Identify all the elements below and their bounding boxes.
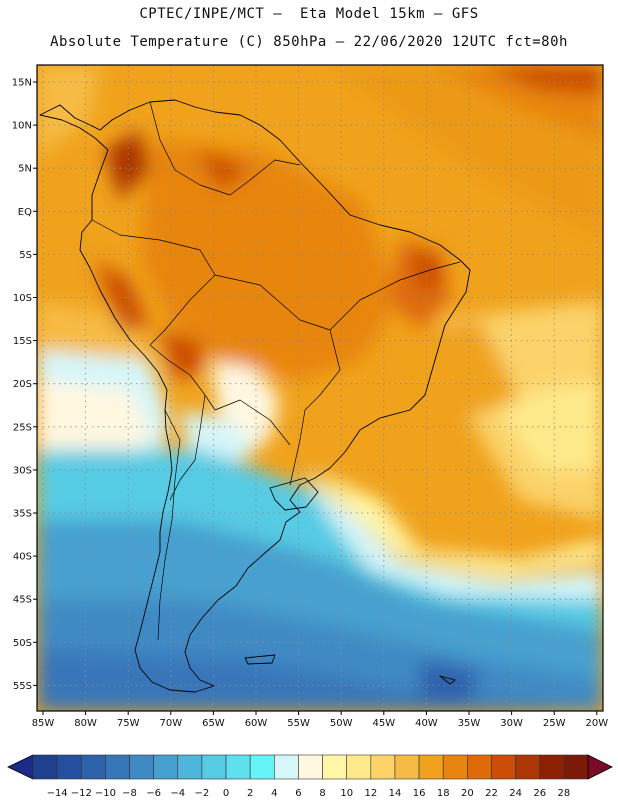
colorbar-swatch bbox=[346, 754, 372, 780]
colorbar-labels: −14 −12 −10 −8 −6 −4 −2 0 2 4 6 8 10 12 14 16 18 20 22 24 26… bbox=[47, 788, 571, 799]
colorbar-label: 0 bbox=[223, 788, 229, 799]
colorbar-label: 2 bbox=[247, 788, 253, 799]
lon-label: 70W bbox=[159, 718, 182, 729]
colorbar-label: 8 bbox=[319, 788, 325, 799]
colorbar-swatch bbox=[56, 754, 82, 780]
lat-label: 5N bbox=[18, 164, 32, 175]
colorbar-label: −12 bbox=[71, 788, 92, 799]
lat-label: 10S bbox=[13, 293, 32, 304]
colorbar-label: 26 bbox=[533, 788, 546, 799]
lon-label: 35W bbox=[458, 718, 481, 729]
colorbar-label: −14 bbox=[47, 788, 68, 799]
colorbar-label: −8 bbox=[122, 788, 137, 799]
colorbar-label: −6 bbox=[146, 788, 161, 799]
colorbar-label: 18 bbox=[437, 788, 450, 799]
lat-label: 15S bbox=[13, 336, 32, 347]
map-title: CPTEC/INPE/MCT – Eta Model 15km – GFS bbox=[139, 6, 479, 22]
lon-label: 55W bbox=[287, 718, 310, 729]
colorbar-swatch bbox=[467, 754, 492, 780]
colorbar-min-arrow bbox=[7, 754, 34, 780]
country-borders bbox=[91, 101, 461, 641]
lon-label: 30W bbox=[500, 718, 523, 729]
colorbar-label: 14 bbox=[389, 788, 402, 799]
colorbar-swatch bbox=[274, 754, 299, 780]
colorbar-swatch bbox=[32, 754, 58, 780]
lon-label: 75W bbox=[117, 718, 140, 729]
lat-label: 25S bbox=[13, 422, 32, 433]
colorbar-swatch bbox=[225, 754, 251, 780]
colorbar-swatch bbox=[129, 754, 154, 780]
colorbar-label: −2 bbox=[195, 788, 210, 799]
map-frame bbox=[36, 64, 604, 712]
lat-label: 30S bbox=[13, 465, 32, 476]
lon-label: 80W bbox=[74, 718, 97, 729]
colorbar-swatch bbox=[539, 754, 565, 780]
colorbar-label: −4 bbox=[170, 788, 185, 799]
colorbar-swatch bbox=[201, 754, 227, 780]
lon-label: 60W bbox=[245, 718, 268, 729]
colorbar-swatch bbox=[105, 754, 130, 780]
lat-label: 10N bbox=[12, 121, 32, 132]
lat-label: 40S bbox=[13, 552, 32, 563]
colorbar-label: 20 bbox=[461, 788, 474, 799]
colorbar-swatch bbox=[177, 754, 203, 780]
colorbar-swatch bbox=[370, 754, 396, 780]
lat-label: EQ bbox=[18, 207, 32, 218]
lon-label: 40W bbox=[415, 718, 438, 729]
colorbar-swatch bbox=[563, 754, 589, 780]
colorbar-label: 6 bbox=[295, 788, 301, 799]
temperature-field bbox=[37, 65, 603, 711]
colorbar-swatch bbox=[442, 754, 468, 780]
lon-label: 50W bbox=[330, 718, 353, 729]
colorbar-swatch bbox=[515, 754, 541, 780]
colorbar-swatch bbox=[322, 754, 347, 780]
colorbar-label: 16 bbox=[413, 788, 426, 799]
colorbar-swatch bbox=[298, 754, 323, 780]
colorbar-label: 4 bbox=[271, 788, 277, 799]
colorbar-label: 12 bbox=[364, 788, 377, 799]
colorbar-swatch bbox=[153, 754, 179, 780]
lat-label: 20S bbox=[13, 379, 32, 390]
colorbar-label: 10 bbox=[340, 788, 353, 799]
colorbar-swatch bbox=[418, 754, 444, 780]
colorbar-label: 22 bbox=[485, 788, 498, 799]
colorbar-label: −10 bbox=[95, 788, 116, 799]
map-subtitle: Absolute Temperature (C) 850hPa – 22/06/… bbox=[50, 34, 568, 50]
colorbar-max-arrow bbox=[587, 754, 613, 780]
graticule bbox=[37, 65, 603, 711]
lat-label: 50S bbox=[13, 638, 32, 649]
colorbar-swatch bbox=[491, 754, 516, 780]
colorbar bbox=[7, 754, 613, 780]
lat-label: 15N bbox=[12, 78, 32, 89]
lon-label: 45W bbox=[372, 718, 395, 729]
colorbar-swatch bbox=[80, 754, 106, 780]
lon-label: 85W bbox=[32, 718, 55, 729]
lat-label: 45S bbox=[13, 595, 32, 606]
colorbar-swatch bbox=[394, 754, 420, 780]
lat-label: 5S bbox=[19, 250, 32, 261]
colorbar-label: 28 bbox=[558, 788, 571, 799]
colorbar-label: 24 bbox=[509, 788, 522, 799]
coastline bbox=[39, 99, 471, 693]
colorbar-swatch bbox=[249, 754, 275, 780]
lon-label: 65W bbox=[202, 718, 225, 729]
lat-label: 55S bbox=[13, 681, 32, 692]
lon-label: 20W bbox=[585, 718, 608, 729]
lat-label: 35S bbox=[13, 509, 32, 520]
lon-label: 25W bbox=[543, 718, 566, 729]
